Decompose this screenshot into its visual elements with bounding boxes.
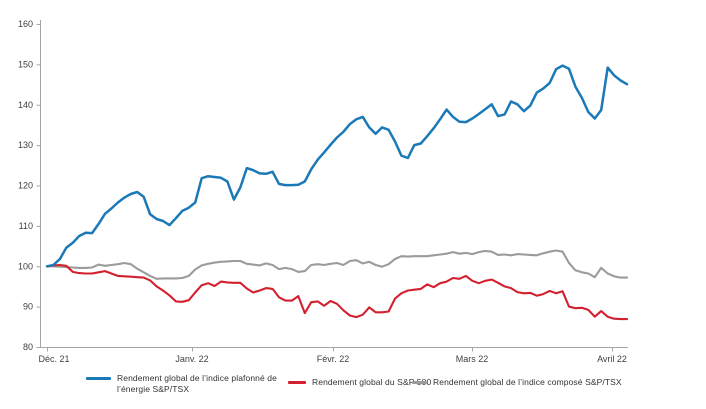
- legend-item-energy: Rendement global de l’indice plafonné de…: [86, 373, 286, 395]
- legend-swatch-sp500-line: [288, 381, 306, 384]
- y-tick-label: 100: [18, 261, 33, 271]
- series-line-sp500: [45, 263, 629, 321]
- y-tick-label: 140: [18, 100, 33, 110]
- y-tick-label: 80: [23, 342, 33, 352]
- legend-label-energy: Rendement global de l’indice plafonné de…: [117, 373, 277, 395]
- legend-item-tsx-composite: Rendement global de l’indice composé S&P…: [412, 377, 622, 388]
- x-tick-label: Déc. 21: [38, 354, 69, 364]
- y-tick-label: 160: [18, 19, 33, 29]
- y-tick-label: 90: [23, 302, 33, 312]
- y-tick-label: 130: [18, 140, 33, 150]
- legend-label-sp500: Rendement global du S&P 500: [312, 377, 432, 387]
- y-tick-label: 150: [18, 59, 33, 69]
- series-line-energy: [45, 64, 629, 268]
- legend-swatch-tsx-line: [412, 381, 427, 384]
- x-tick-label: Févr. 22: [317, 354, 350, 364]
- x-tick-label: Janv. 22: [175, 354, 208, 364]
- y-tick-label: 120: [18, 181, 33, 191]
- x-tick-label: Avril 22: [597, 354, 627, 364]
- legend-item-sp500: Rendement global du S&P 500: [288, 377, 431, 388]
- legend-label-tsx-composite: Rendement global de l’indice composé S&P…: [433, 377, 622, 387]
- x-tick-label: Mars 22: [456, 354, 489, 364]
- legend-swatch-energy-line: [86, 377, 111, 380]
- series-line-tsx-composite: [45, 249, 629, 280]
- y-tick-label: 110: [19, 221, 33, 231]
